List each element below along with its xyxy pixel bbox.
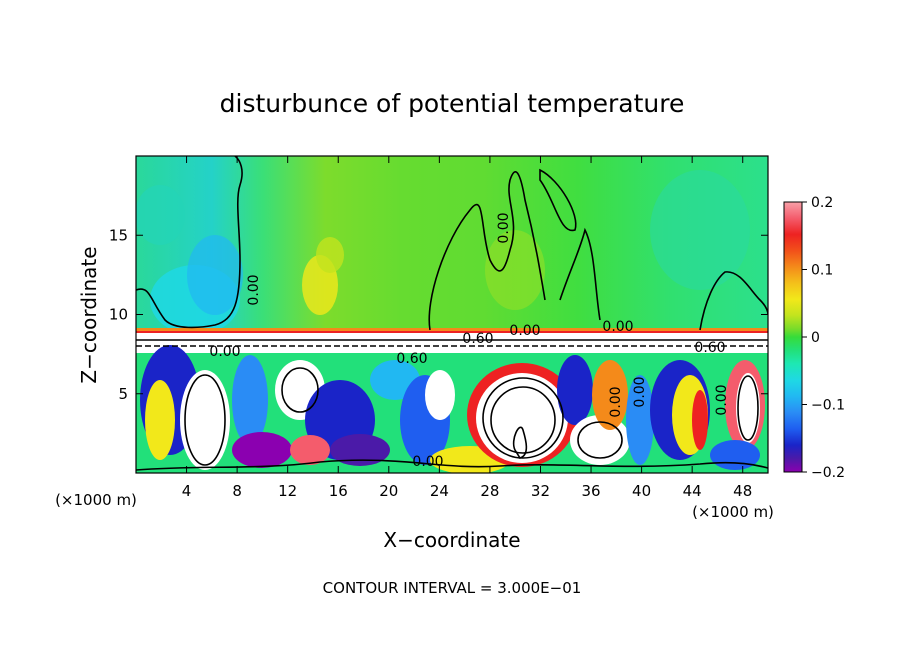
colorbar-ticks: 0.2 0.1 0 −0.1 −0.2 xyxy=(802,195,845,481)
contour-interval-note: CONTOUR INTERVAL = 3.000E−01 xyxy=(323,579,582,597)
y-tick-label: 5 xyxy=(118,385,128,403)
x-tick-label: 32 xyxy=(531,482,550,500)
contour-label: 0.60 xyxy=(396,351,427,367)
contour-label: 0.00 xyxy=(608,386,624,417)
contour-label: 0.60 xyxy=(462,331,493,347)
x-tick-label: 28 xyxy=(480,482,499,500)
contour-label: 0.60 xyxy=(694,340,725,356)
colorbar-tick-label: −0.1 xyxy=(811,398,845,414)
contour-label: 0.00 xyxy=(412,454,443,470)
colorbar-tick-label: −0.2 xyxy=(811,465,845,481)
x-tick-label: 12 xyxy=(278,482,297,500)
contour-label: 0.00 xyxy=(209,344,240,360)
y-axis-ticks: 5 10 15 xyxy=(109,226,768,403)
colorbar-tick-label: 0 xyxy=(811,330,820,346)
x-axis-title: X−coordinate xyxy=(383,528,520,552)
x-tick-label: 24 xyxy=(430,482,449,500)
x-tick-label: 20 xyxy=(379,482,398,500)
contour-label: 0.00 xyxy=(602,319,633,335)
y-tick-label: 15 xyxy=(109,226,128,244)
x-tick-label: 8 xyxy=(232,482,242,500)
contour-label: 0.00 xyxy=(246,274,262,305)
colorbar-tick-label: 0.1 xyxy=(811,263,833,279)
x-tick-label: 16 xyxy=(329,482,348,500)
contour-labels: 0.00 0.00 0.00 0.60 0.00 0.60 0.00 0.60 … xyxy=(209,212,730,470)
x-unit-right: (×1000 m) xyxy=(692,503,774,521)
heatmap-field xyxy=(136,156,768,473)
x-tick-label: 44 xyxy=(683,482,702,500)
x-unit-left: (×1000 m) xyxy=(55,491,137,509)
contour-label: 0.00 xyxy=(509,323,540,339)
y-axis-title: Z−coordinate xyxy=(77,246,101,383)
chart-title: disturbunce of potential temperature xyxy=(220,89,685,118)
colorbar-tick-label: 0.2 xyxy=(811,195,833,211)
x-tick-label: 48 xyxy=(733,482,752,500)
x-tick-label: 4 xyxy=(182,482,192,500)
x-tick-label: 40 xyxy=(632,482,651,500)
colorbar: 0.2 0.1 0 −0.1 −0.2 xyxy=(783,195,845,481)
contour-label: 0.00 xyxy=(714,384,730,415)
y-tick-label: 10 xyxy=(109,306,128,324)
contour-label: 0.00 xyxy=(632,376,648,407)
colorbar-scale xyxy=(783,201,803,473)
x-axis-ticks: 4 8 12 16 20 24 28 32 36 40 44 48 xyxy=(182,156,752,500)
contour-lines xyxy=(136,156,768,471)
x-tick-label: 36 xyxy=(581,482,600,500)
contour-label: 0.00 xyxy=(496,212,512,243)
